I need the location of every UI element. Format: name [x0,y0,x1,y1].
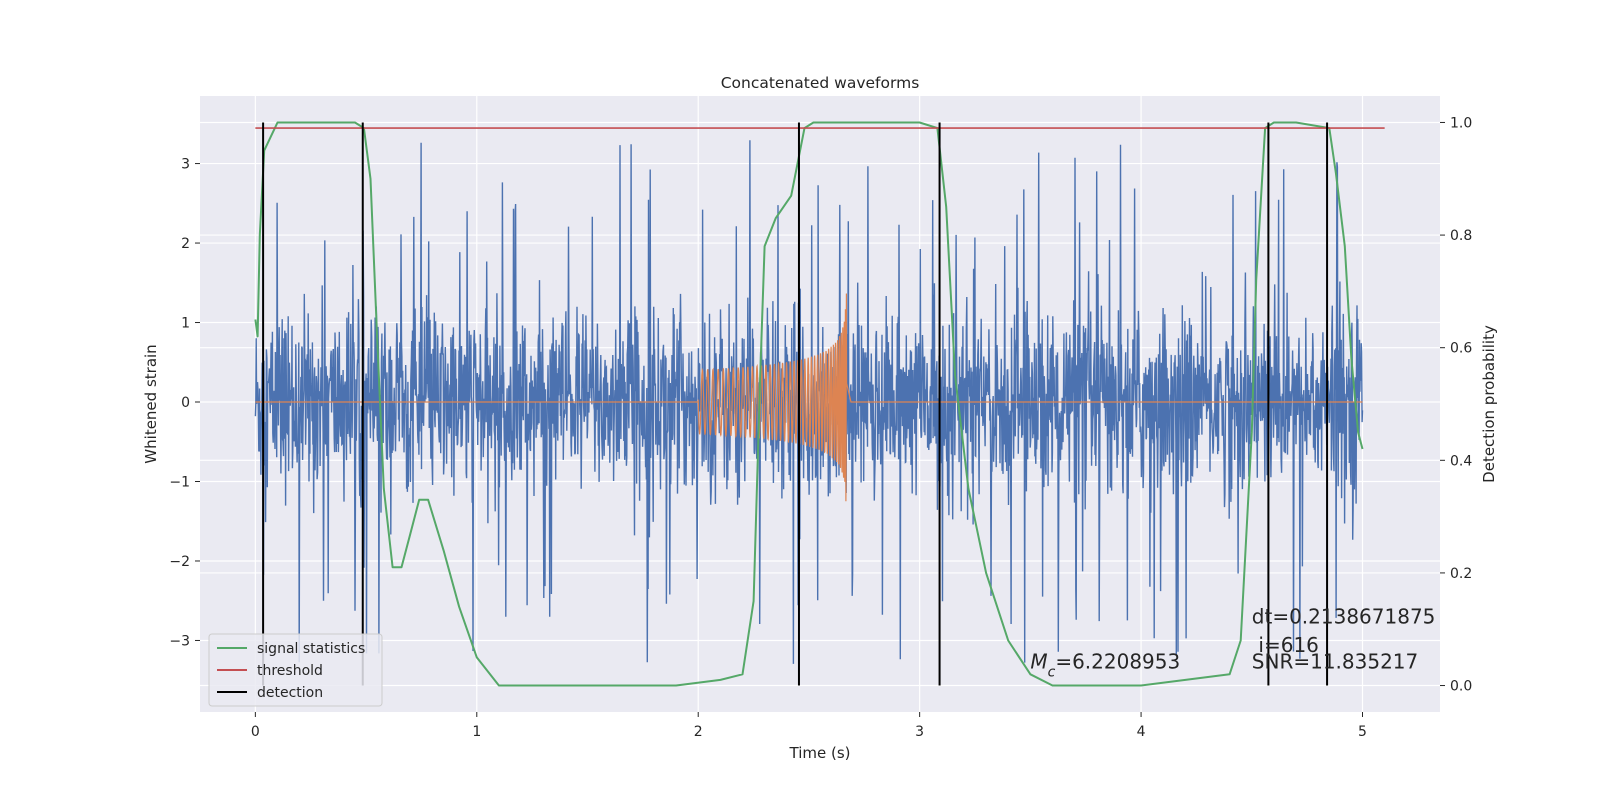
y2-tick-label-0: 0.0 [1450,679,1472,695]
legend-label-2: detection [257,685,323,701]
annotation-i: i=616 [1258,633,1319,657]
annotation-snr: SNR=11.835217 [1252,650,1418,674]
chart-title: Concatenated waveforms [721,74,920,92]
detection-lines [262,122,1329,686]
axis-ticks: 0 1 2 3 4 5 −3 −2 −1 0 1 2 3 0.0 0.2 0.4 0.6 0.8 1.0 [169,115,1472,740]
y-axis-label: Whitened strain [142,344,160,463]
y-tick-label-5: 2 [181,236,190,252]
annotation-dt: dt=0.2138671875 [1252,605,1436,629]
legend: signal statistics threshold detection [208,633,383,707]
legend-box [208,633,383,707]
y-tick-label-2: −1 [169,474,190,490]
x-tick-label-3: 3 [915,724,924,740]
y-tick-label-4: 1 [181,316,190,332]
chirp-series [255,293,1363,502]
x-tick-label-0: 0 [251,724,260,740]
x-axis-label: Time (s) [789,744,851,762]
y-tick-label-1: −2 [169,554,190,570]
y2-tick-label-4: 0.8 [1450,228,1472,244]
signal-statistics-line [254,121,1364,687]
x-tick-label-5: 5 [1358,724,1367,740]
y2-tick-label-5: 1.0 [1450,115,1472,131]
y-tick-label-3: 0 [181,395,190,411]
y2-tick-label-3: 0.6 [1450,341,1472,357]
legend-label-0: signal statistics [257,641,365,657]
signal-statistics-series [254,121,1364,687]
y-tick-label-6: 3 [181,157,190,173]
chirp-line [255,293,1363,502]
y2-tick-label-2: 0.4 [1450,453,1472,469]
x-tick-label-2: 2 [694,724,703,740]
annotations: Mc=6.2208953dt=0.2138671875i=616SNR=11.8… [1030,605,1435,681]
legend-label-1: threshold [257,663,323,679]
x-tick-label-4: 4 [1137,724,1146,740]
x-tick-label-1: 1 [472,724,481,740]
y2-tick-label-1: 0.2 [1450,566,1472,582]
y-tick-label-0: −3 [169,633,190,649]
y2-axis-label: Detection probability [1480,325,1498,483]
